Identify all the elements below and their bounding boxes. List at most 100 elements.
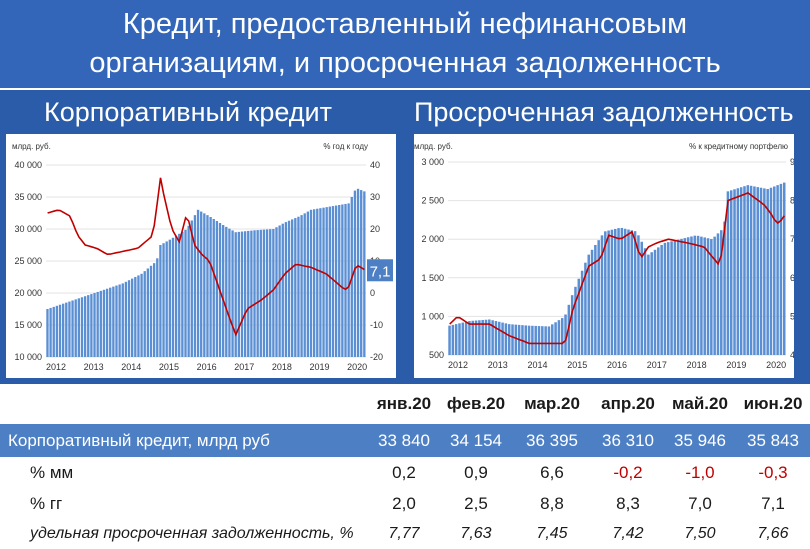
chart-bar: [484, 319, 488, 355]
table-row-corporate-credit: Корпоративный кредит, млрд руб 33 840 34…: [0, 424, 810, 457]
overdue-debt-subtitle: Просроченная задолженность: [414, 97, 794, 127]
chart-bar: [356, 188, 360, 357]
slide-title: Кредит, предоставленный нефинансовым орг…: [0, 0, 810, 90]
chart-bar: [162, 243, 165, 357]
chart-bar: [716, 233, 720, 355]
chart-bar: [773, 186, 776, 355]
y-right-tick-label: 6: [790, 273, 794, 283]
chart-bar: [650, 252, 653, 355]
x-tick-label: 2014: [121, 362, 141, 372]
last-value-label: 7,1: [370, 263, 391, 280]
chart-bar: [454, 324, 458, 355]
table-cell: 36 310: [602, 431, 654, 450]
y-right-tick-label: 5: [790, 311, 794, 321]
x-tick-label: 2012: [46, 362, 66, 372]
chart-bar: [124, 281, 128, 357]
chart-bar: [657, 247, 660, 355]
chart-bar: [607, 230, 610, 355]
chart-bar: [713, 236, 716, 355]
y-right-tick-label: 4: [790, 350, 794, 360]
chart-bar: [49, 307, 52, 357]
chart-bar: [468, 321, 471, 355]
chart-bar: [143, 271, 146, 357]
chart-bar: [58, 304, 62, 357]
chart-bar: [206, 215, 209, 357]
chart-bar: [494, 321, 498, 355]
chart-bar: [331, 206, 335, 357]
chart-bar: [590, 249, 594, 355]
row-label: % мм: [30, 463, 74, 482]
chart-bar: [240, 231, 244, 357]
chart-bar: [171, 237, 175, 357]
x-tick-label: 2017: [234, 362, 254, 372]
chart-bar: [686, 237, 690, 355]
chart-bar: [309, 209, 313, 357]
last-value-badge: [367, 259, 393, 282]
table-cell: 7,1: [761, 494, 785, 513]
y-left-tick-label: 35 000: [14, 192, 42, 202]
month-header: янв.20: [376, 394, 432, 413]
x-tick-label: 2019: [310, 362, 330, 372]
chart-bar: [184, 229, 187, 357]
chart-bar: [498, 321, 501, 355]
chart-bar: [363, 191, 366, 357]
chart-bar: [275, 227, 278, 357]
chart-bar: [360, 190, 363, 357]
table-cell: 0,2: [392, 463, 416, 482]
overdue-debt-chart: 500 4 1 000 5 1 500 6 2 000 7 2 500 8 3 000 9 млрд. …: [414, 134, 794, 378]
x-tick-label: 2013: [84, 362, 104, 372]
chart-bar: [557, 320, 561, 355]
chart-bar: [676, 239, 680, 355]
chart-bar: [474, 320, 478, 355]
chart-bar: [102, 289, 106, 357]
chart-bar: [580, 270, 584, 355]
y-left-tick-label: 2 500: [421, 196, 444, 206]
chart-bar: [733, 189, 736, 355]
chart-bar: [96, 291, 99, 357]
chart-bar: [753, 186, 756, 355]
chart-bar: [221, 225, 225, 357]
chart-bar: [300, 215, 303, 357]
x-tick-label: 2018: [272, 362, 292, 372]
chart-bar: [448, 325, 451, 355]
chart-bar: [234, 232, 237, 357]
chart-bar: [683, 238, 687, 355]
chart-bar: [159, 245, 162, 357]
table-row-gg: % гг 2,0 2,5 8,8 8,3 7,0 7,1: [0, 488, 810, 519]
chart-bar: [105, 288, 109, 357]
chart-bar: [306, 211, 310, 357]
chart-bar: [726, 191, 730, 355]
chart-bar: [481, 320, 484, 355]
chart-bar: [80, 297, 84, 357]
table-cell: 7,0: [688, 494, 712, 513]
chart-bar: [225, 226, 228, 357]
chart-bar: [178, 233, 181, 357]
chart-bar: [109, 287, 112, 357]
x-tick-label: 2014: [528, 360, 548, 370]
chart-bar: [90, 294, 93, 357]
x-tick-label: 2013: [488, 360, 508, 370]
chart-bar: [700, 236, 703, 355]
chart-bar: [134, 277, 137, 357]
chart-bar: [613, 228, 617, 355]
chart-bar: [93, 293, 96, 357]
table-cell: 8,3: [616, 494, 640, 513]
row-label: Корпоративный кредит, млрд руб: [8, 431, 270, 450]
chart-bar: [152, 263, 156, 357]
y-left-tick-label: 500: [429, 350, 444, 360]
chart-bar: [600, 235, 604, 355]
chart-bar: [690, 236, 693, 355]
chart-bar: [344, 203, 347, 357]
chart-bar: [759, 187, 763, 355]
chart-bar: [451, 324, 455, 355]
chart-bar: [627, 229, 630, 355]
chart-bar: [458, 323, 461, 355]
chart-bar: [165, 241, 168, 357]
chart-bar: [61, 303, 65, 357]
chart-bar: [237, 231, 241, 357]
y-right-tick-label: 20: [370, 224, 380, 234]
table-cell: 0,9: [464, 463, 488, 482]
chart-bar: [281, 223, 284, 357]
series-line: [449, 191, 785, 345]
